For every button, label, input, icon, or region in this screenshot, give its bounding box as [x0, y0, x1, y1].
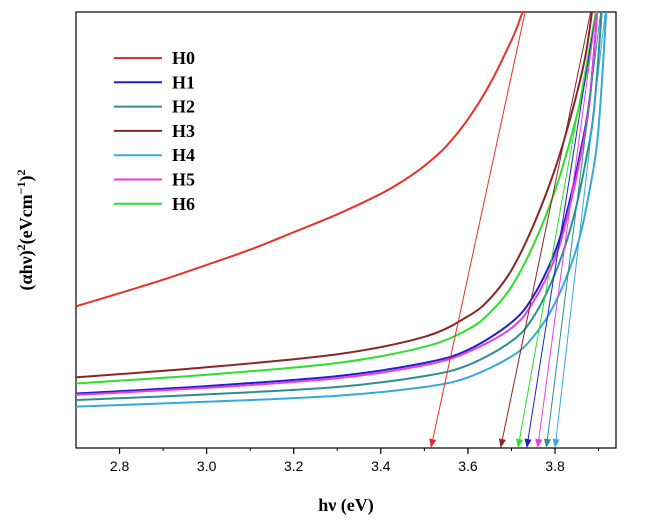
extrapolation-layer — [429, 12, 606, 448]
y-axis-title: (αhν)2(eVcm−1)2 — [14, 170, 37, 291]
extrapolation-arrow-H2 — [543, 438, 551, 448]
y-axis-title-part-2: (eVcm — [16, 194, 37, 244]
extrapolation-line-H0 — [432, 12, 526, 440]
series-layer — [76, 12, 608, 408]
series-line-H3 — [76, 12, 593, 379]
x-axis-title: hν (eV) — [318, 495, 374, 516]
legend-label-H5: H5 — [172, 170, 195, 190]
series-line-H5 — [76, 12, 599, 396]
y-axis-title-part-5: 2 — [14, 170, 28, 176]
x-tick-label-1: 3.0 — [197, 458, 217, 474]
y-axis-title-part-4: ) — [16, 176, 37, 182]
extrapolation-line-H5 — [538, 12, 597, 440]
series-line-H4 — [76, 12, 608, 408]
x-tick-label-3: 3.4 — [371, 458, 391, 474]
extrapolation-line-H4 — [555, 12, 606, 440]
extrapolation-arrow-H5 — [535, 438, 543, 448]
legend-label-H0: H0 — [172, 48, 195, 68]
plot-frame — [75, 11, 617, 449]
extrapolation-line-H6 — [519, 12, 596, 440]
extrapolation-arrow-H4 — [552, 438, 560, 448]
x-tick-label-4: 3.6 — [458, 458, 478, 474]
extrapolation-arrow-H1 — [524, 438, 532, 448]
y-axis-title-part-1: 2 — [14, 244, 28, 250]
legend-label-H1: H1 — [172, 72, 195, 92]
series-line-H6 — [76, 12, 597, 385]
y-axis-title-part-3: −1 — [14, 182, 28, 195]
legend-label-H6: H6 — [172, 194, 195, 214]
extrapolation-arrow-H6 — [516, 438, 524, 448]
legend-label-H3: H3 — [172, 121, 195, 141]
x-axis: 2.8 3.0 3.2 3.4 3.6 3.8 — [110, 448, 600, 474]
series-line-H2 — [76, 12, 603, 401]
extrapolation-arrow-H3 — [498, 438, 506, 448]
extrapolation-line-H1 — [527, 12, 597, 440]
legend-label-H2: H2 — [172, 97, 195, 117]
x-tick-label-0: 2.8 — [110, 458, 130, 474]
x-tick-label-2: 3.2 — [284, 458, 304, 474]
legend-label-H4: H4 — [172, 145, 195, 165]
extrapolation-arrow-H0 — [429, 438, 437, 448]
extrapolation-line-H2 — [546, 12, 602, 440]
series-line-H0 — [76, 12, 524, 308]
extrapolation-line-H3 — [501, 12, 592, 440]
legend: H0 H1 H2 H3 H4 H5 H6 — [114, 48, 195, 214]
x-tick-label-5: 3.8 — [545, 458, 565, 474]
y-axis-title-part-0: (αhν) — [16, 250, 37, 290]
